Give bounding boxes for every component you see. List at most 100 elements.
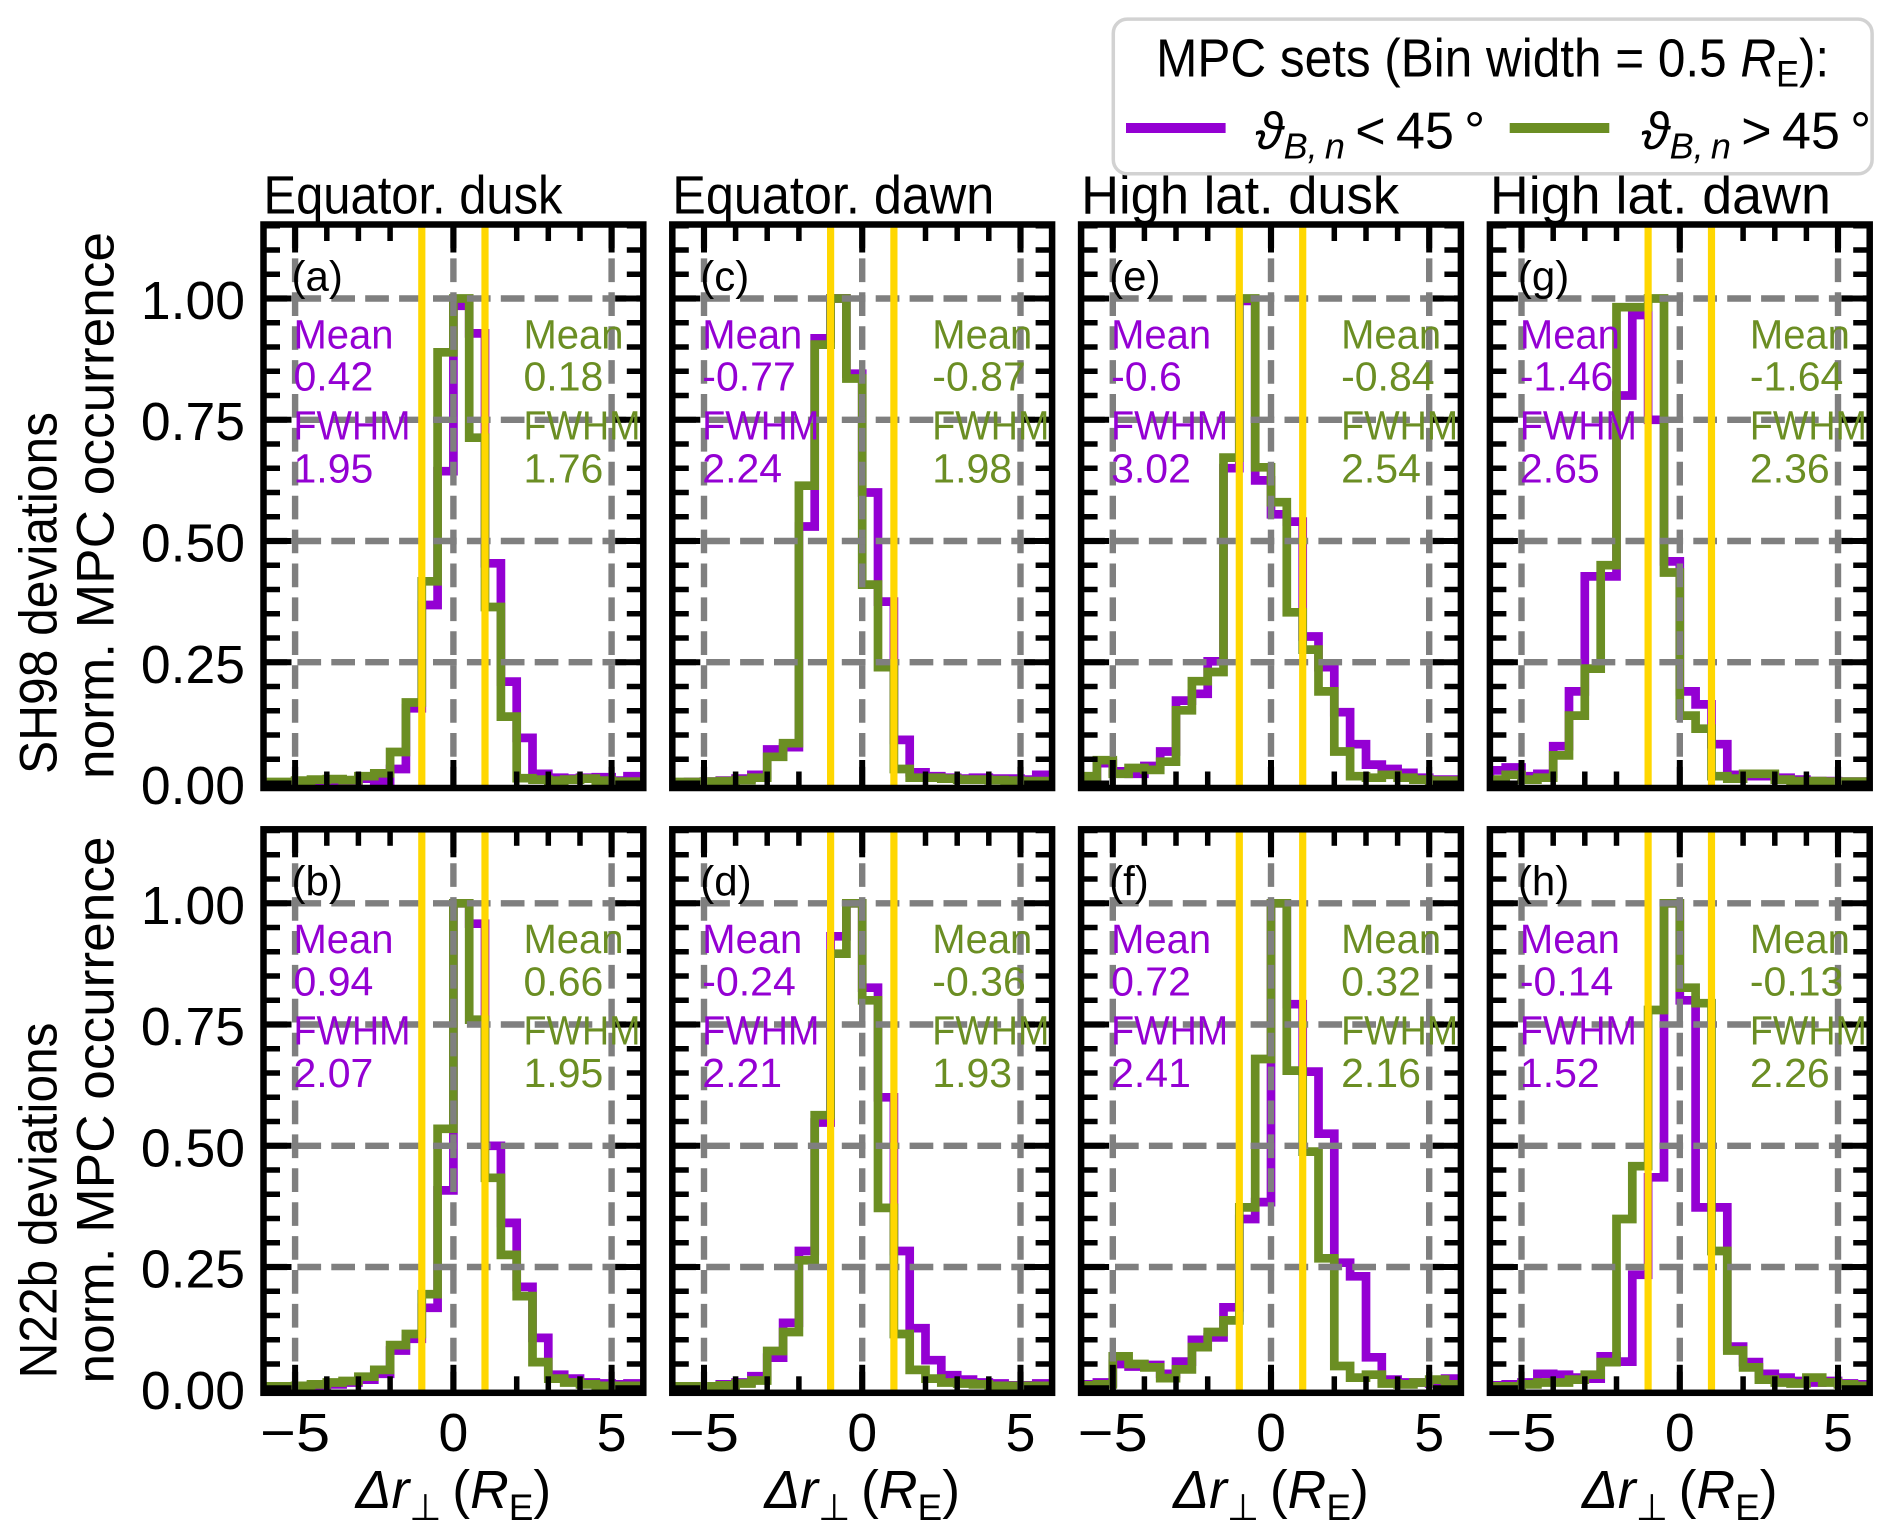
- svg-text:Mean: Mean: [1111, 311, 1211, 357]
- svg-text:FWHM: FWHM: [702, 1007, 819, 1053]
- svg-text:0.94: 0.94: [294, 958, 374, 1004]
- svg-text:FWHM: FWHM: [1750, 1007, 1867, 1053]
- svg-text:-0.6: -0.6: [1111, 354, 1182, 400]
- svg-text:0.32: 0.32: [1341, 958, 1421, 1004]
- svg-text:FWHM: FWHM: [1111, 1007, 1228, 1053]
- svg-text:0.50: 0.50: [141, 515, 245, 574]
- svg-text:(h): (h): [1518, 857, 1569, 904]
- svg-text:1.95: 1.95: [524, 1050, 604, 1096]
- svg-text:2.21: 2.21: [702, 1050, 782, 1096]
- svg-text:(g): (g): [1518, 253, 1569, 300]
- svg-text:Equator. dusk: Equator. dusk: [264, 167, 563, 226]
- svg-text:ϑB, n < 45 °: ϑB, n < 45 °: [1255, 102, 1485, 166]
- svg-text:2.16: 2.16: [1341, 1050, 1421, 1096]
- svg-text:Mean: Mean: [702, 311, 802, 357]
- svg-text:-0.14: -0.14: [1520, 958, 1613, 1004]
- svg-text:-1.46: -1.46: [1520, 354, 1613, 400]
- svg-text:2.24: 2.24: [702, 445, 782, 491]
- svg-text:1.52: 1.52: [1520, 1050, 1600, 1096]
- svg-text:1.76: 1.76: [524, 445, 604, 491]
- svg-text:Mean: Mean: [702, 916, 802, 962]
- svg-text:FWHM: FWHM: [932, 1007, 1049, 1053]
- svg-text:norm. MPC occurrence: norm. MPC occurrence: [67, 232, 126, 779]
- svg-text:−5: −5: [669, 1404, 739, 1463]
- svg-text:High lat. dawn: High lat. dawn: [1490, 167, 1831, 226]
- svg-text:0.72: 0.72: [1111, 958, 1191, 1004]
- svg-text:FWHM: FWHM: [524, 1007, 641, 1053]
- svg-text:2.26: 2.26: [1750, 1050, 1830, 1096]
- svg-text:High lat. dusk: High lat. dusk: [1081, 167, 1399, 226]
- svg-text:2.54: 2.54: [1341, 445, 1421, 491]
- svg-text:5: 5: [1414, 1404, 1444, 1463]
- svg-text:−5: −5: [1487, 1404, 1557, 1463]
- svg-text:FWHM: FWHM: [932, 403, 1049, 449]
- svg-text:(f): (f): [1109, 857, 1149, 904]
- svg-text:Mean: Mean: [1750, 311, 1850, 357]
- svg-text:−5: −5: [260, 1404, 330, 1463]
- svg-text:Mean: Mean: [1520, 916, 1620, 962]
- svg-text:0.18: 0.18: [524, 354, 604, 400]
- svg-text:FWHM: FWHM: [1111, 403, 1228, 449]
- svg-text:2.36: 2.36: [1750, 445, 1830, 491]
- svg-text:(c): (c): [700, 253, 749, 300]
- svg-text:0.25: 0.25: [141, 1241, 245, 1300]
- svg-text:FWHM: FWHM: [294, 1007, 411, 1053]
- svg-text:-0.24: -0.24: [702, 958, 795, 1004]
- svg-text:0.42: 0.42: [294, 354, 374, 400]
- svg-text:Mean: Mean: [294, 916, 394, 962]
- svg-text:-0.87: -0.87: [932, 354, 1025, 400]
- svg-text:1.98: 1.98: [932, 445, 1012, 491]
- svg-text:-1.64: -1.64: [1750, 354, 1843, 400]
- svg-text:Equator. dawn: Equator. dawn: [672, 167, 994, 226]
- svg-text:-0.36: -0.36: [932, 958, 1025, 1004]
- svg-text:0.75: 0.75: [141, 998, 245, 1057]
- svg-text:Δr⊥ (RE): Δr⊥ (RE): [1171, 1461, 1369, 1528]
- svg-text:FWHM: FWHM: [1750, 403, 1867, 449]
- svg-text:norm. MPC occurrence: norm. MPC occurrence: [67, 837, 126, 1384]
- svg-text:2.65: 2.65: [1520, 445, 1600, 491]
- svg-text:FWHM: FWHM: [1341, 403, 1458, 449]
- svg-text:(d): (d): [700, 857, 751, 904]
- svg-text:ϑB, n > 45 °: ϑB, n > 45 °: [1641, 102, 1871, 166]
- svg-text:0: 0: [1256, 1404, 1286, 1463]
- svg-text:0.00: 0.00: [141, 757, 245, 816]
- svg-text:Mean: Mean: [524, 916, 624, 962]
- svg-text:0: 0: [1665, 1404, 1695, 1463]
- svg-text:0.25: 0.25: [141, 636, 245, 695]
- svg-text:Mean: Mean: [1111, 916, 1211, 962]
- svg-text:0.00: 0.00: [141, 1362, 245, 1421]
- svg-text:1.95: 1.95: [294, 445, 374, 491]
- svg-text:SH98 deviations: SH98 deviations: [10, 412, 69, 774]
- svg-text:1.93: 1.93: [932, 1050, 1012, 1096]
- svg-text:FWHM: FWHM: [294, 403, 411, 449]
- svg-text:1.00: 1.00: [141, 877, 245, 936]
- svg-text:0.50: 0.50: [141, 1119, 245, 1178]
- svg-text:(a): (a): [292, 253, 343, 300]
- svg-text:(e): (e): [1109, 253, 1160, 300]
- svg-text:0: 0: [439, 1404, 469, 1463]
- svg-text:Mean: Mean: [1341, 916, 1441, 962]
- svg-text:Mean: Mean: [932, 311, 1032, 357]
- svg-text:0.66: 0.66: [524, 958, 604, 1004]
- svg-text:3.02: 3.02: [1111, 445, 1191, 491]
- svg-text:0.75: 0.75: [141, 393, 245, 452]
- svg-text:Mean: Mean: [1341, 311, 1441, 357]
- svg-text:-0.77: -0.77: [702, 354, 795, 400]
- svg-text:Mean: Mean: [294, 311, 394, 357]
- svg-text:N22b deviations: N22b deviations: [10, 1023, 69, 1379]
- svg-text:FWHM: FWHM: [702, 403, 819, 449]
- svg-text:Mean: Mean: [1750, 916, 1850, 962]
- svg-text:2.41: 2.41: [1111, 1050, 1191, 1096]
- svg-text:5: 5: [1823, 1404, 1853, 1463]
- svg-text:5: 5: [1006, 1404, 1036, 1463]
- svg-text:FWHM: FWHM: [1520, 1007, 1637, 1053]
- svg-text:2.07: 2.07: [294, 1050, 374, 1096]
- svg-text:0: 0: [847, 1404, 877, 1463]
- svg-text:FWHM: FWHM: [524, 403, 641, 449]
- svg-text:(b): (b): [292, 857, 343, 904]
- svg-text:−5: −5: [1078, 1404, 1148, 1463]
- svg-text:FWHM: FWHM: [1341, 1007, 1458, 1053]
- svg-text:MPC sets (Bin width = 0.5 RE):: MPC sets (Bin width = 0.5 RE):: [1156, 28, 1829, 95]
- svg-text:Mean: Mean: [524, 311, 624, 357]
- svg-text:1.00: 1.00: [141, 272, 245, 331]
